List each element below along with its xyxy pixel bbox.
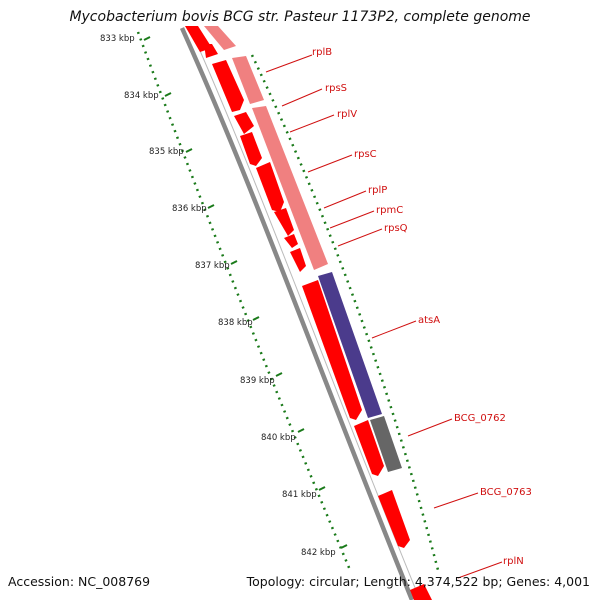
gene-label-rpsS: rpsS bbox=[325, 83, 347, 94]
gene-label-rplP: rplP bbox=[368, 185, 387, 196]
scale-tick-label: 833 kbp bbox=[100, 34, 135, 44]
genome-backbone bbox=[179, 27, 415, 600]
scale-tick-mark bbox=[275, 372, 283, 377]
gene-atsA[interactable] bbox=[318, 272, 382, 418]
gene-arrow[interactable] bbox=[240, 132, 262, 166]
gene-label-rpsC: rpsC bbox=[354, 149, 377, 160]
accession-text: Accession: NC_008769 bbox=[8, 574, 151, 589]
gene-arrow[interactable] bbox=[354, 420, 384, 476]
gene-arrow[interactable] bbox=[378, 490, 410, 548]
scale-tick-label: 837 kbp bbox=[195, 261, 230, 271]
gene-track-forward bbox=[185, 26, 432, 600]
gene-label-atsA: atsA bbox=[418, 315, 440, 326]
gene-arrow[interactable] bbox=[204, 44, 218, 58]
gene-block[interactable] bbox=[252, 106, 328, 270]
gene-label-rplV: rplV bbox=[337, 109, 357, 120]
scale-tick-mark bbox=[318, 486, 326, 491]
gene-track-reverse bbox=[204, 26, 328, 270]
map-title: Mycobacterium bovis BCG str. Pasteur 117… bbox=[69, 9, 531, 25]
gene-label-rpmC: rpmC bbox=[376, 205, 403, 216]
scale-tick-mark bbox=[143, 36, 151, 41]
gene-arrow[interactable] bbox=[212, 60, 244, 112]
scale-tick-mark bbox=[252, 316, 260, 321]
scale-tick-label: 842 kbp bbox=[301, 548, 336, 558]
gene-block[interactable] bbox=[204, 26, 236, 50]
gene-label-rplN: rplN bbox=[503, 556, 524, 567]
scale-ticks: 833 kbp 834 kbp 835 kbp 836 kbp 837 kbp 838 k… bbox=[100, 34, 348, 558]
scale-tick-mark bbox=[340, 544, 348, 549]
scale-tick-mark bbox=[297, 428, 305, 433]
scale-tick-mark bbox=[164, 92, 172, 97]
gene-arrow[interactable] bbox=[410, 584, 432, 600]
scale-tick-label: 839 kbp bbox=[240, 376, 275, 386]
gene-label-rplB: rplB bbox=[312, 47, 332, 58]
gene-label-BCG-0763: BCG_0763 bbox=[480, 487, 532, 498]
scale-tick-mark bbox=[185, 148, 193, 153]
gene-label-BCG-0762: BCG_0762 bbox=[454, 413, 506, 424]
scale-tick-label: 838 kbp bbox=[218, 318, 253, 328]
scale-tick-label: 834 kbp bbox=[124, 91, 159, 101]
scale-tick-mark bbox=[230, 260, 238, 265]
gene-BCG-0762[interactable] bbox=[370, 416, 402, 472]
scale-tick-label: 841 kbp bbox=[282, 490, 317, 500]
gene-label-rpsQ: rpsQ bbox=[384, 223, 408, 234]
gene-arrow[interactable] bbox=[234, 112, 254, 134]
gene-arrow[interactable] bbox=[274, 208, 294, 236]
gene-arrow[interactable] bbox=[284, 234, 298, 248]
gene-block[interactable] bbox=[232, 56, 264, 104]
scale-tick-mark bbox=[207, 204, 215, 209]
scale-tick-label: 840 kbp bbox=[261, 433, 296, 443]
gene-arrow[interactable] bbox=[256, 162, 284, 212]
scale-tick-label: 835 kbp bbox=[149, 147, 184, 157]
gene-arrow[interactable] bbox=[302, 280, 362, 420]
scale-tick-label: 836 kbp bbox=[172, 204, 207, 214]
label-leaders bbox=[265, 54, 503, 579]
gene-arrow[interactable] bbox=[290, 248, 306, 272]
gene-labels: rplB rpsS rplV rpsC rplP rpmC rpsQ atsA … bbox=[312, 47, 532, 567]
topology-info-text: Topology: circular; Length: 4,374,522 bp… bbox=[246, 574, 590, 589]
